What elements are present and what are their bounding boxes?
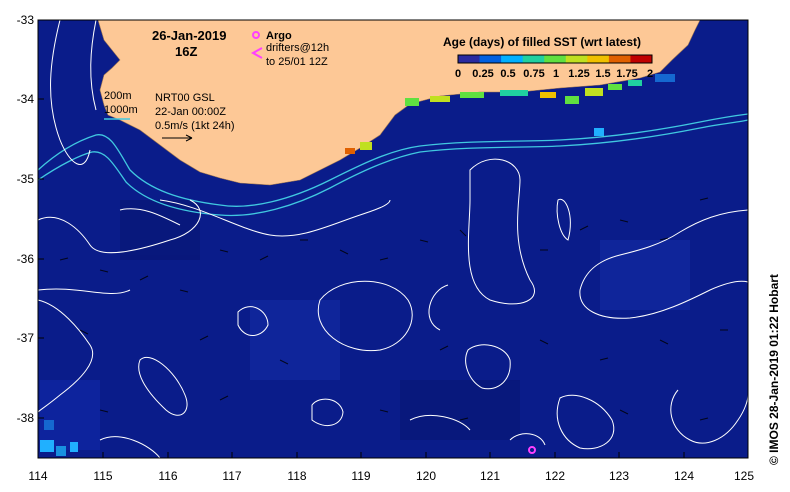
colorbar-title: Age (days) of filled SST (wrt latest) [443,35,641,49]
drifters-legend-line2: to 25/01 12Z [266,56,328,68]
colorbar-segment [458,55,481,63]
argo-legend-icon [252,31,260,39]
imos-credit: © IMOS 28-Jan-2019 01:22 Hobart [767,274,781,465]
colorbar-segment [565,55,588,63]
plot-frame [37,19,749,459]
colorbar-tick-label: 1.75 [616,68,637,80]
x-tick-label: 119 [351,469,370,483]
colorbar-tick-label: 0.5 [500,68,515,80]
y-tick-label: -34 [17,92,35,106]
drifters-legend-line1: drifters@12h [266,42,329,54]
x-tick-label: 120 [416,469,436,483]
x-tick-label: 116 [158,469,177,483]
scale-arrow [162,134,193,142]
current-vectors [59,197,728,421]
y-tick-label: -35 [17,172,35,186]
x-tick-labels: 114 115 116 117 118 119 120 121 122 123 … [28,469,754,483]
y-axis [38,19,44,419]
coastal-sst-age-fringe [345,74,675,154]
y-tick-label: -38 [17,411,35,425]
isobath-200-label: 200m [104,90,132,102]
x-tick-label: 117 [222,469,241,483]
map-time: 16Z [175,44,197,59]
colorbar-tick-label: 1.25 [568,68,589,80]
colorbar-segment [522,55,545,63]
colorbar-tick-label: 0.25 [472,68,493,80]
x-tick-label: 122 [545,469,565,483]
x-tick-label: 121 [480,469,500,483]
colorbar-segment [479,55,502,63]
colorbar [457,54,653,64]
x-tick-label: 114 [28,469,47,483]
y-tick-label: -33 [17,13,35,27]
colorbar-segment [501,55,524,63]
x-tick-label: 118 [287,469,306,483]
product-date: 22-Jan 00:00Z [155,106,226,118]
colorbar-segment [630,55,653,63]
colorbar-border [457,54,653,64]
colorbar-tick-label: 1 [553,68,559,80]
argo-float-marker [528,446,536,454]
sst-texture [40,200,690,450]
colorbar-segment [608,55,631,63]
product-label: NRT00 GSL [155,92,215,104]
vector-scale-label: 0.5m/s (1kt 24h) [155,120,234,132]
map-date: 26-Jan-2019 [152,28,226,43]
colorbar-tick-label: 2 [647,68,653,80]
x-tick-label: 123 [609,469,629,483]
colorbar-tick-label: 0 [455,68,461,80]
colorbar-segment [544,55,567,63]
x-tick-label: 124 [674,469,694,483]
x-axis [37,452,749,458]
isobath-1000-label: 1000m [104,104,138,116]
y-tick-labels: -33 -34 -35 -36 -37 -38 [17,13,35,425]
colorbar-tick-labels: 0 0.25 0.5 0.75 1 1.25 1.5 1.75 2 [455,68,653,80]
colorbar-tick-label: 1.5 [595,68,610,80]
argo-legend-label: Argo [266,30,292,42]
colorbar-segment [587,55,610,63]
ssh-contours [37,19,749,459]
isobath-1000m [37,119,749,217]
x-tick-label: 125 [734,469,754,483]
colorbar-tick-label: 0.75 [523,68,544,80]
y-tick-label: -37 [17,331,35,345]
x-tick-label: 115 [93,469,112,483]
isobath-200m [37,113,749,207]
drifter-legend-icon [250,47,263,59]
y-tick-label: -36 [17,252,35,266]
warm-patch-bottom-left [40,420,78,456]
